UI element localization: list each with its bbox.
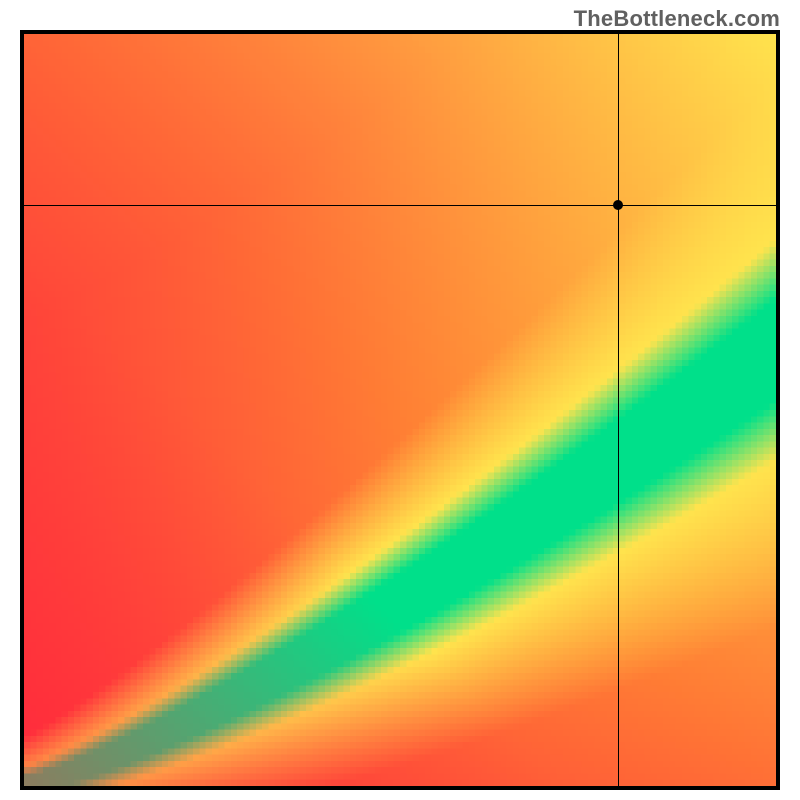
watermark-text: TheBottleneck.com (574, 6, 780, 32)
crosshair-marker (613, 200, 623, 210)
heatmap-plot (20, 30, 780, 790)
heatmap-canvas (24, 34, 776, 786)
crosshair-horizontal (24, 205, 776, 206)
crosshair-vertical (618, 34, 619, 786)
chart-container: TheBottleneck.com (0, 0, 800, 800)
